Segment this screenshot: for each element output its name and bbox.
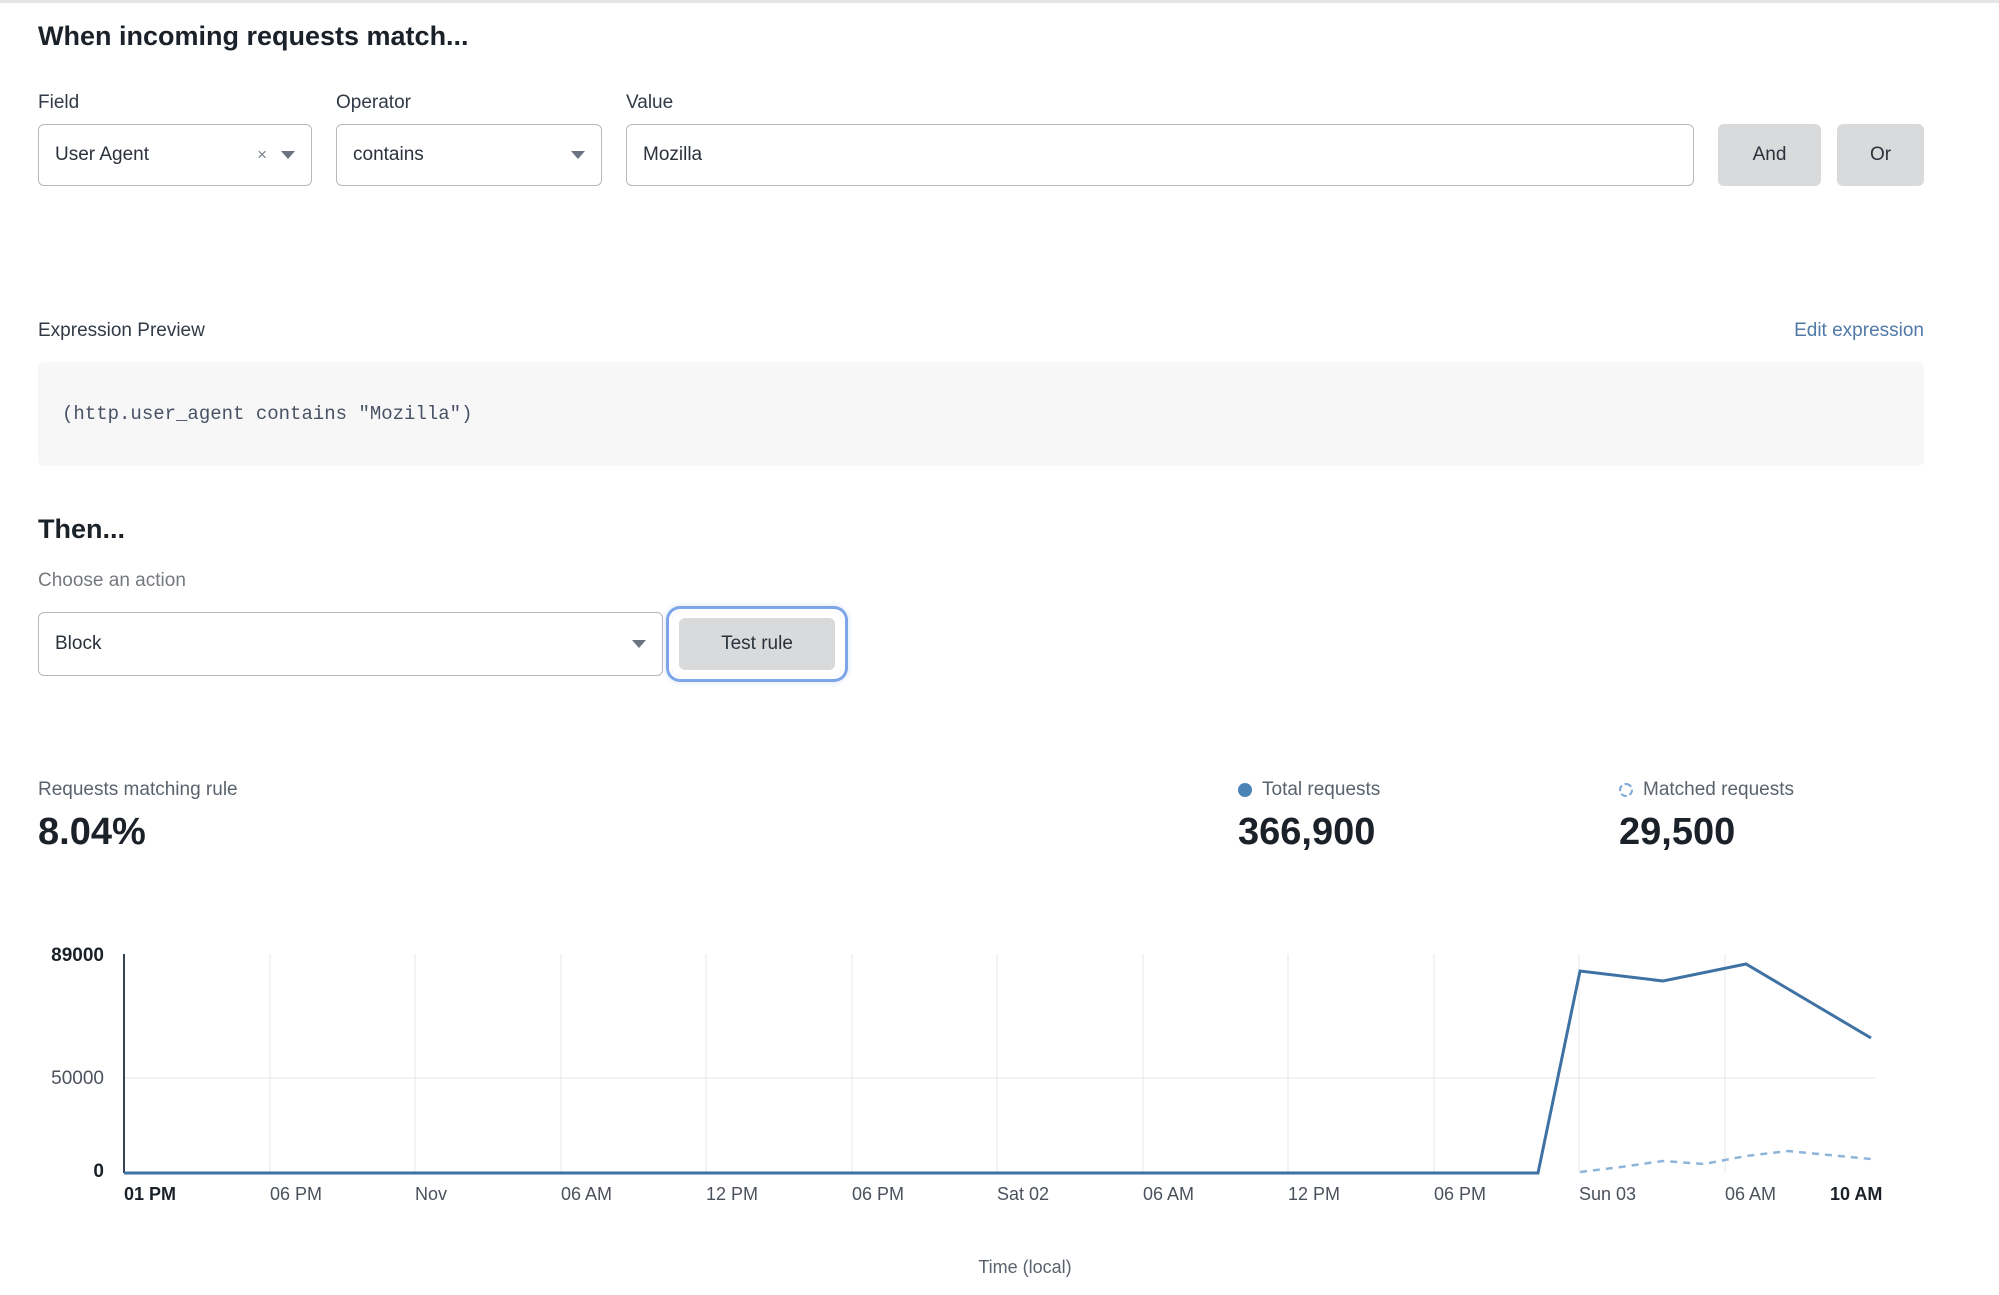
svg-text:06 PM: 06 PM (1434, 1184, 1486, 1204)
svg-text:10 AM: 10 AM (1830, 1184, 1882, 1204)
svg-text:06 AM: 06 AM (1143, 1184, 1194, 1204)
svg-text:06 AM: 06 AM (1725, 1184, 1776, 1204)
svg-text:Nov: Nov (415, 1184, 447, 1204)
svg-text:Time (local): Time (local) (978, 1257, 1071, 1277)
svg-text:Sat 02: Sat 02 (997, 1184, 1049, 1204)
svg-text:06 PM: 06 PM (852, 1184, 904, 1204)
svg-text:Sun 03: Sun 03 (1579, 1184, 1636, 1204)
svg-text:50000: 50000 (51, 1068, 104, 1089)
svg-text:06 PM: 06 PM (270, 1184, 322, 1204)
svg-text:12 PM: 12 PM (1288, 1184, 1340, 1204)
svg-text:0: 0 (93, 1161, 104, 1182)
svg-text:89000: 89000 (51, 945, 104, 966)
svg-text:01 PM: 01 PM (124, 1184, 176, 1204)
svg-text:06 AM: 06 AM (561, 1184, 612, 1204)
svg-text:12 PM: 12 PM (706, 1184, 758, 1204)
